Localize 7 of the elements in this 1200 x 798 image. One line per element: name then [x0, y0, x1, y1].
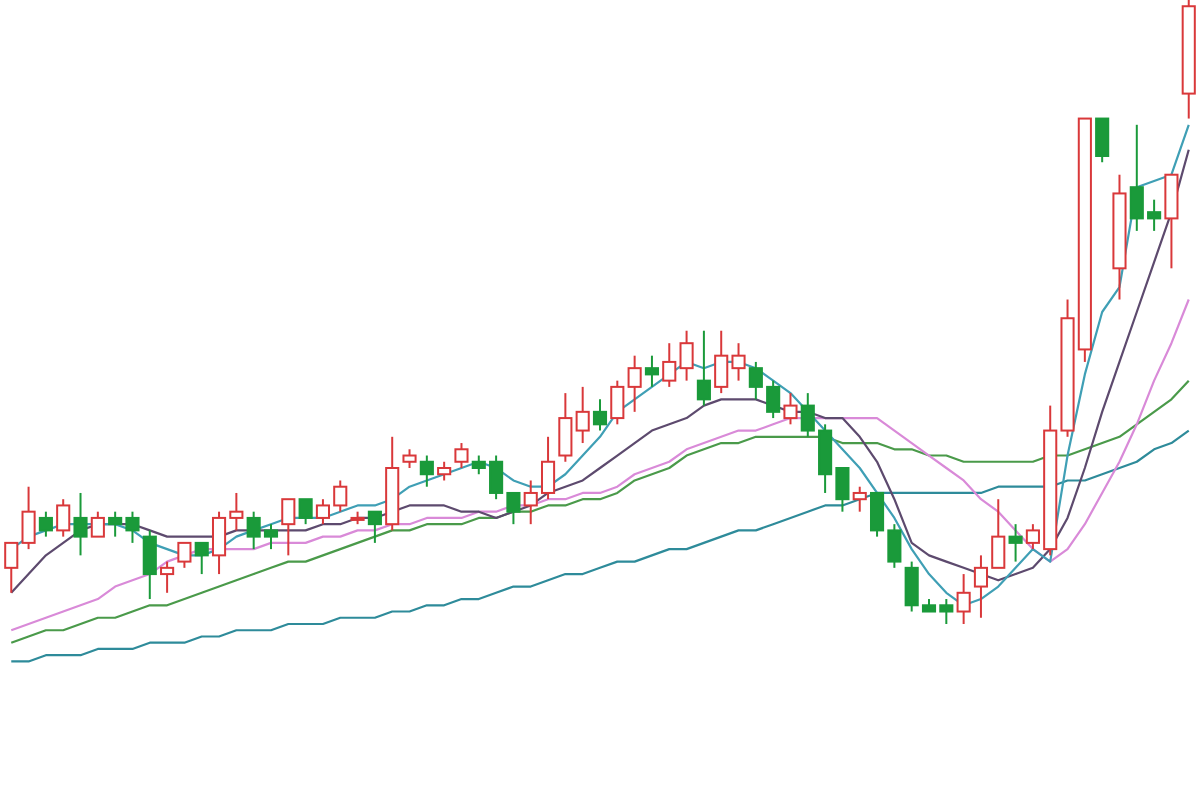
candlestick — [1008, 523, 1023, 563]
candlestick — [73, 491, 88, 557]
candlestick — [696, 329, 711, 407]
candlestick — [1181, 0, 1196, 120]
candlestick — [142, 529, 157, 601]
candlestick — [1112, 173, 1127, 301]
candlestick — [592, 398, 608, 432]
